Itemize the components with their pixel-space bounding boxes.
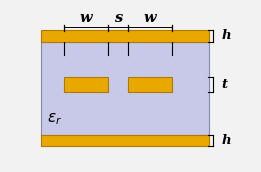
Text: h: h <box>222 134 232 147</box>
Text: s: s <box>114 11 122 25</box>
Text: h: h <box>222 29 232 42</box>
Text: t: t <box>222 78 228 91</box>
Bar <box>41 30 209 42</box>
Bar <box>41 42 209 135</box>
Bar <box>128 77 172 92</box>
Bar <box>64 77 108 92</box>
Text: $\varepsilon_r$: $\varepsilon_r$ <box>47 111 62 127</box>
Text: w: w <box>80 11 92 25</box>
Text: w: w <box>144 11 156 25</box>
Bar <box>41 135 209 146</box>
